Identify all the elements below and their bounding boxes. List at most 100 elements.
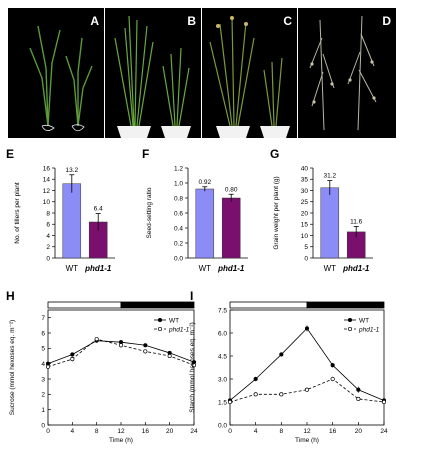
- data-point-phd1-1: [94, 337, 99, 342]
- x-category-label: WT: [324, 264, 337, 273]
- x-axis-label: Time (h): [109, 437, 133, 444]
- rice-seedlings-photo: [8, 8, 104, 138]
- data-point-phd1-1: [167, 353, 172, 359]
- x-tick-label: 8: [95, 428, 99, 435]
- x-tick-label: 4: [254, 428, 258, 435]
- panel-label: G: [270, 147, 279, 161]
- data-point-phd1-1: [191, 363, 197, 368]
- x-tick-label: 20: [355, 428, 363, 435]
- rice-panicles-photo: [298, 8, 396, 138]
- y-tick-label: 0.4: [174, 225, 183, 232]
- y-tick-label: 5: [41, 346, 45, 353]
- x-tick-label: 12: [117, 428, 125, 435]
- line-chart-i: I 0.0 1.5 3.0 4.5 6.0 7.5 0 4 8 12 16 20 24 Time (h) St…: [189, 289, 388, 444]
- photo-label-d: D: [382, 14, 391, 28]
- y-axis-label: Seed-setting ratio: [146, 187, 153, 238]
- y-tick-label: 7: [41, 315, 45, 322]
- y-tick-label: 0.8: [174, 195, 183, 202]
- x-tick-label: 0: [228, 428, 232, 435]
- y-tick-label: 0: [304, 255, 308, 262]
- x-category-label: phd1-1: [84, 264, 112, 273]
- photo-panel-b: B: [105, 8, 201, 138]
- photo-label-c: C: [283, 14, 292, 28]
- y-axis-label: Sucrose (mmol hexoses eq. m⁻²): [9, 320, 16, 416]
- y-tick-label: 0.2: [174, 240, 183, 247]
- photo-panel-d: D: [298, 8, 396, 138]
- y-tick-label: 6: [41, 330, 45, 337]
- data-point-wt: [279, 352, 284, 357]
- data-label: 11.6: [350, 219, 363, 226]
- data-point-wt: [253, 376, 258, 382]
- legend-marker: [347, 326, 353, 332]
- data-label: 13.2: [65, 167, 78, 174]
- panel-label: H: [6, 289, 15, 303]
- legend-label: phd1-1: [168, 326, 190, 333]
- x-category-label: phd1-1: [217, 264, 245, 273]
- y-tick-label: 0.6: [174, 210, 183, 217]
- y-tick-label: 6.0: [218, 330, 227, 337]
- panel-label: E: [6, 147, 14, 161]
- photo-label-b: B: [187, 14, 196, 28]
- y-tick-label: 14: [43, 177, 51, 184]
- light-period-bar: [229, 301, 308, 309]
- y-tick-label: 4: [46, 233, 50, 240]
- y-tick-label: 20: [301, 210, 309, 217]
- data-label: 0.80: [225, 186, 238, 193]
- x-tick-label: 24: [190, 428, 198, 435]
- y-tick-label: 35: [301, 177, 309, 184]
- data-point-phd1-1: [45, 364, 51, 369]
- y-tick-label: 3: [41, 376, 45, 383]
- photo-label-a: A: [90, 14, 99, 28]
- y-tick-label: 25: [301, 199, 309, 206]
- data-point-phd1-1: [227, 399, 233, 405]
- legend-label: WT: [169, 317, 179, 324]
- x-category-label: WT: [199, 264, 212, 273]
- dark-period-bar: [120, 301, 195, 309]
- light-period-bar: [47, 301, 122, 309]
- y-tick-label: 0.0: [218, 422, 227, 429]
- x-tick-label: 16: [329, 428, 337, 435]
- y-axis-label: No. of tillers per plant: [14, 182, 21, 244]
- data-point-phd1-1: [118, 343, 124, 348]
- legend-marker: [347, 317, 353, 323]
- legend-label: WT: [359, 317, 369, 324]
- data-label: 0.92: [198, 179, 211, 186]
- panel-label: I: [190, 289, 193, 303]
- x-tick-label: 24: [380, 428, 388, 435]
- data-point-phd1-1: [70, 357, 75, 362]
- y-axis-label: Grain weight per plant (g): [273, 176, 280, 249]
- y-tick-label: 12: [43, 188, 51, 195]
- y-tick-label: 0: [46, 255, 50, 262]
- bar-wt: [320, 187, 340, 259]
- legend-marker: [157, 326, 163, 332]
- y-tick-label: 1.0: [174, 180, 183, 187]
- y-tick-label: 4.5: [218, 353, 227, 360]
- y-tick-label: 5: [304, 244, 308, 251]
- data-label: 6.4: [94, 206, 103, 213]
- y-tick-label: 1: [41, 407, 45, 414]
- panel-label: F: [142, 147, 149, 161]
- y-tick-label: 0.0: [174, 255, 183, 262]
- data-point-wt: [330, 363, 335, 368]
- bar-wt: [62, 183, 82, 259]
- data-point-phd1-1: [143, 349, 148, 354]
- bar-chart-e: E 0 2 4 6 8 10 12 14 16 No. of tillers per plant 13…: [6, 147, 115, 273]
- photo-panel-c: C: [202, 8, 297, 138]
- data-point-wt: [304, 326, 310, 331]
- data-point-wt: [70, 352, 75, 357]
- y-tick-label: 10: [43, 199, 51, 206]
- rice-plants-mature-photo: [202, 8, 297, 138]
- y-tick-label: 3.0: [218, 376, 227, 383]
- x-tick-label: 0: [46, 428, 50, 435]
- y-tick-label: 40: [301, 165, 309, 172]
- bar-chart-f: F 0.0 0.2 0.4 0.6 0.8 1.0 1.2 Seed-setting ratio…: [142, 147, 248, 273]
- y-tick-label: 2: [41, 392, 45, 399]
- x-axis-label: Time (h): [295, 437, 319, 444]
- rice-plants-pots-photo: [105, 8, 201, 138]
- data-point-phd1-1: [304, 387, 310, 392]
- dark-period-bar: [306, 301, 385, 309]
- data-point-phd1-1: [330, 376, 335, 382]
- y-tick-label: 2: [46, 244, 50, 251]
- y-tick-label: 1.2: [174, 165, 183, 172]
